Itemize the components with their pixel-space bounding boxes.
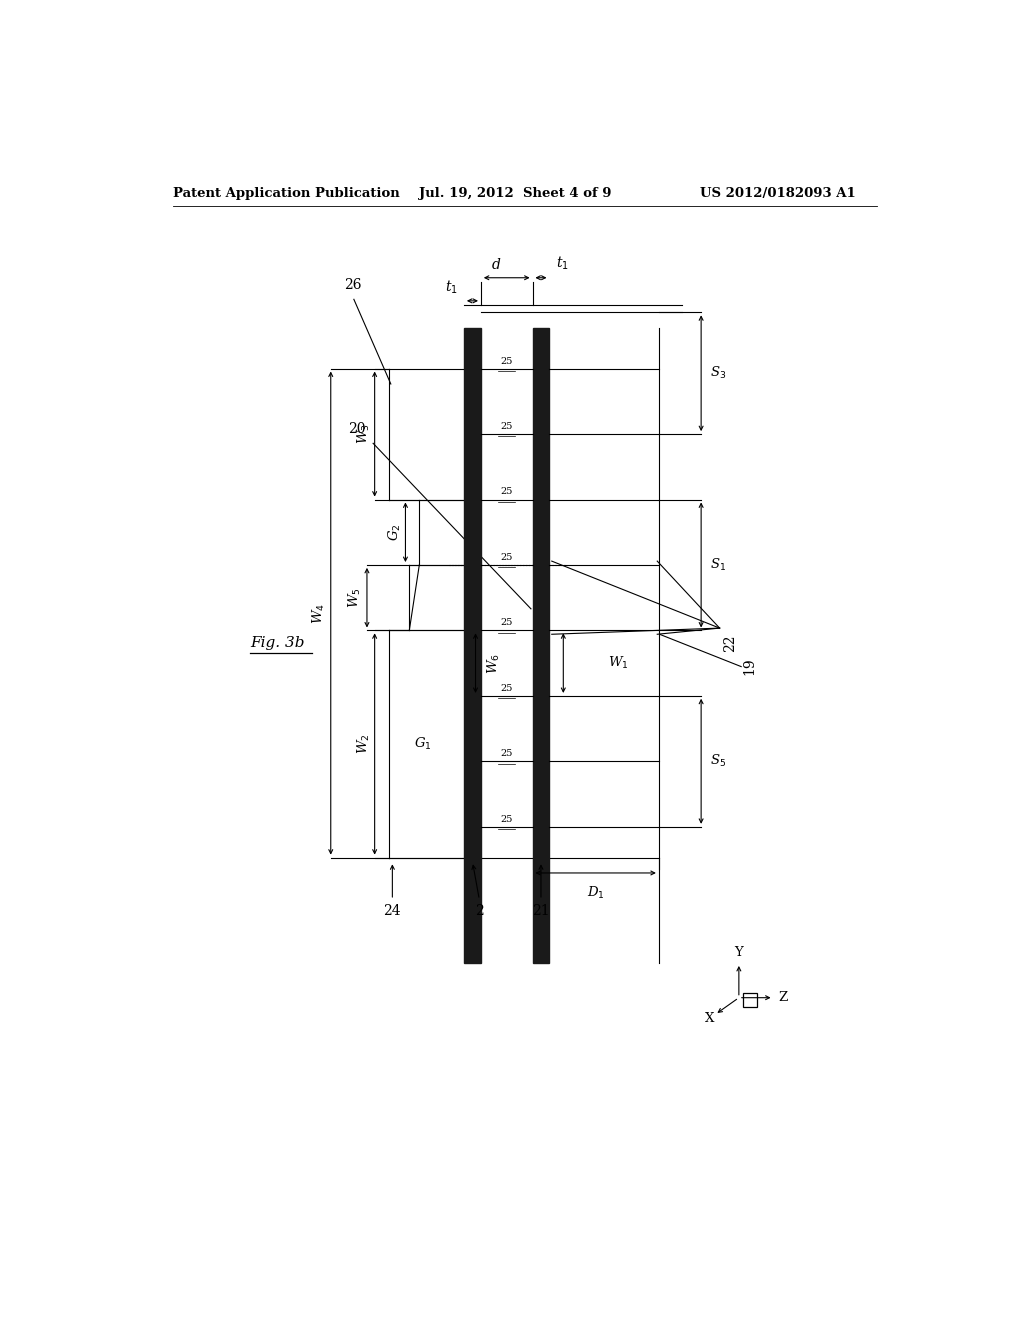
Text: 25: 25: [501, 618, 513, 627]
Text: 25: 25: [501, 422, 513, 430]
Text: 24: 24: [384, 904, 401, 917]
Text: 25: 25: [501, 814, 513, 824]
Text: W$_6$: W$_6$: [486, 652, 503, 673]
Bar: [742, 993, 757, 1007]
Text: W$_3$: W$_3$: [355, 424, 372, 445]
Text: W$_5$: W$_5$: [347, 587, 364, 609]
Text: t$_1$: t$_1$: [556, 255, 568, 272]
Text: 2: 2: [475, 904, 483, 917]
Text: S$_3$: S$_3$: [711, 366, 727, 381]
Text: Y: Y: [734, 945, 743, 958]
Text: Fig. 3b: Fig. 3b: [250, 636, 304, 651]
Text: W$_4$: W$_4$: [311, 602, 328, 623]
Text: 19: 19: [742, 657, 757, 676]
Text: Z: Z: [778, 991, 787, 1005]
Text: 25: 25: [501, 684, 513, 693]
Text: t$_1$: t$_1$: [444, 279, 458, 296]
Text: G$_2$: G$_2$: [387, 524, 402, 541]
Text: 21: 21: [532, 904, 550, 917]
Text: 22: 22: [724, 635, 737, 652]
Text: G$_1$: G$_1$: [414, 737, 431, 752]
Text: D$_1$: D$_1$: [587, 884, 604, 900]
Text: W$_1$: W$_1$: [608, 655, 629, 671]
Text: X: X: [705, 1012, 714, 1026]
Text: Patent Application Publication: Patent Application Publication: [173, 186, 399, 199]
Text: d: d: [492, 257, 501, 272]
Text: 25: 25: [501, 356, 513, 366]
Text: US 2012/0182093 A1: US 2012/0182093 A1: [700, 186, 856, 199]
Text: S$_1$: S$_1$: [711, 557, 727, 573]
Text: 25: 25: [501, 487, 513, 496]
Bar: [532, 327, 550, 964]
Text: S$_5$: S$_5$: [711, 754, 727, 770]
Text: W$_2$: W$_2$: [355, 734, 372, 754]
Text: Jul. 19, 2012  Sheet 4 of 9: Jul. 19, 2012 Sheet 4 of 9: [419, 186, 611, 199]
Text: 20: 20: [348, 421, 366, 436]
Text: 26: 26: [344, 277, 361, 292]
Bar: [464, 327, 481, 964]
Text: 25: 25: [501, 750, 513, 758]
Text: 25: 25: [501, 553, 513, 562]
